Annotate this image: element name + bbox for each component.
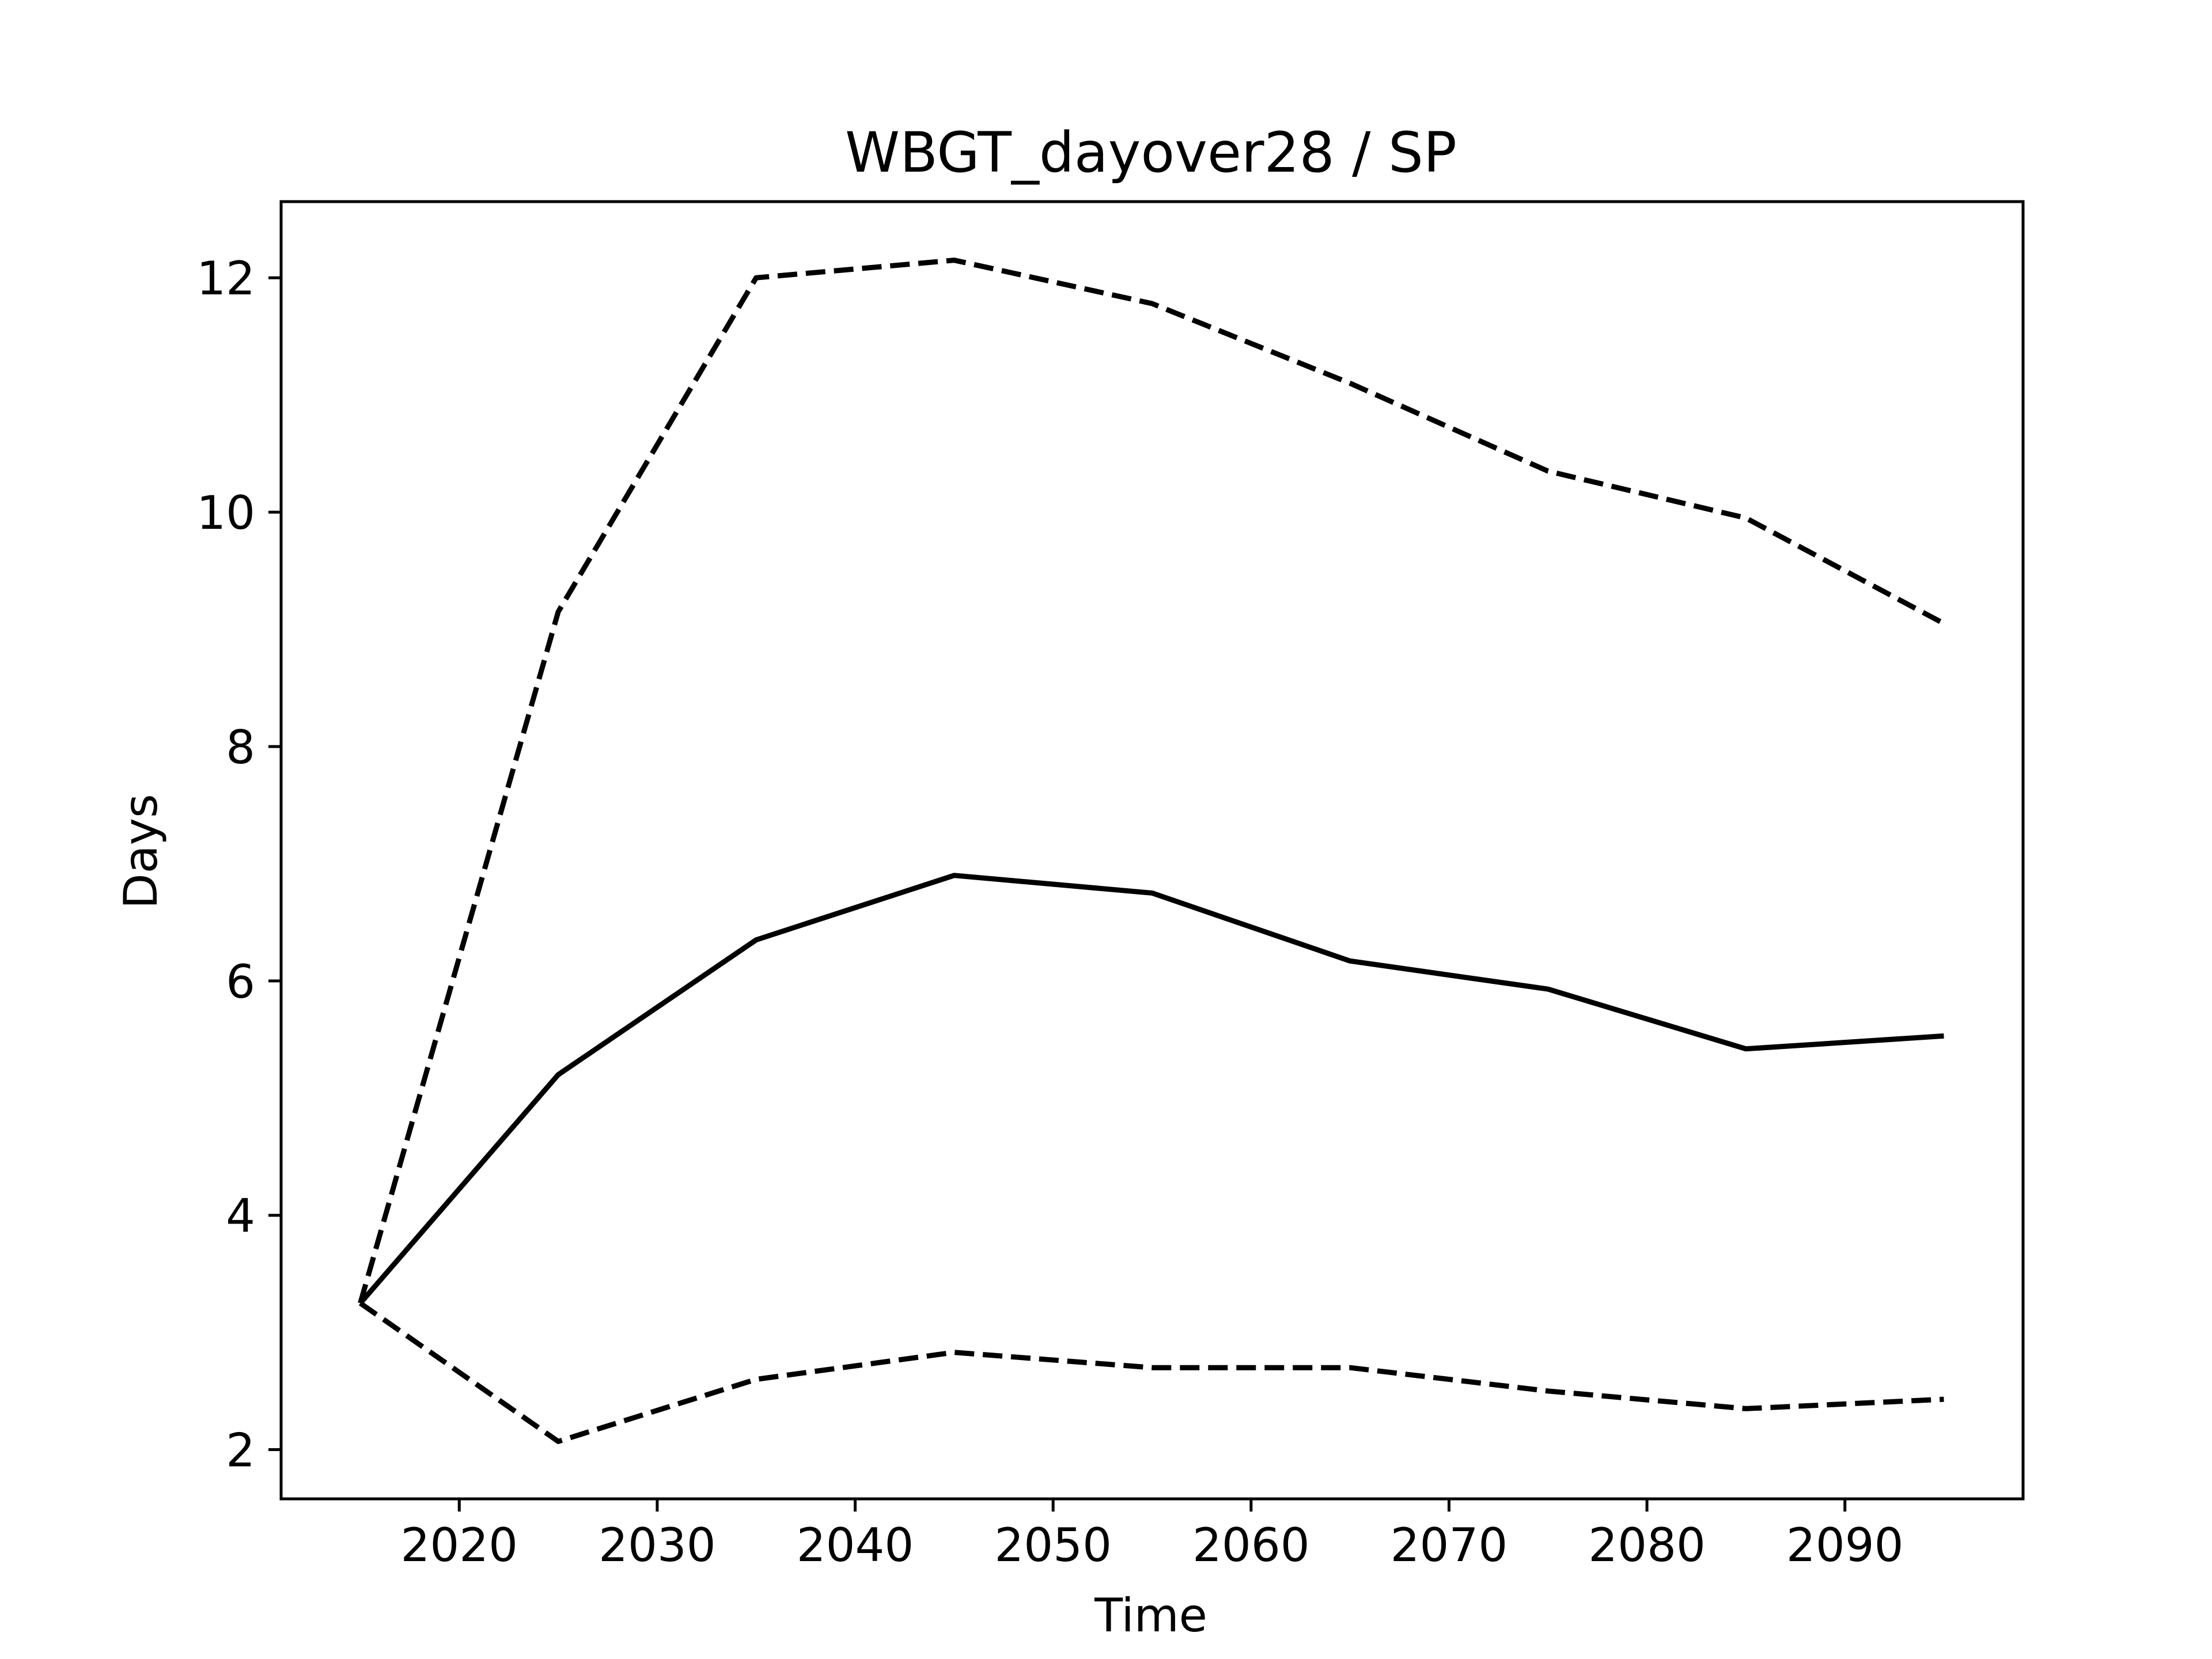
x-tick-label-2020: 2020 [400, 1518, 518, 1572]
x-axis: 2020 2030 2040 2050 2060 2070 2080 2090 [400, 1499, 1904, 1572]
y-axis: 2 4 6 8 10 12 [196, 252, 281, 1478]
y-tick-label-8: 8 [226, 721, 255, 774]
series-line-upper [358, 257, 1945, 1304]
x-tick-label-2080: 2080 [1588, 1518, 1706, 1572]
y-tick-label-12: 12 [196, 252, 255, 305]
x-tick-label-2070: 2070 [1391, 1518, 1508, 1572]
y-axis-label: Days [114, 794, 168, 909]
x-tick-label-2040: 2040 [797, 1518, 914, 1572]
x-tick-label-2060: 2060 [1192, 1518, 1310, 1572]
series-line-lower [358, 1301, 1944, 1444]
y-tick-label-4: 4 [226, 1190, 255, 1243]
x-tick-label-2050: 2050 [994, 1518, 1112, 1572]
x-tick-label-2090: 2090 [1786, 1518, 1904, 1572]
y-tick-label-10: 10 [196, 486, 255, 540]
y-tick-label-2: 2 [226, 1424, 255, 1478]
plot-frame [279, 200, 2025, 1501]
x-axis-label: Time [1094, 1589, 1207, 1642]
series-line-median [358, 873, 1944, 1305]
y-tick-label-6: 6 [226, 955, 255, 1009]
chart-title: WBGT_dayover28 / SP [845, 120, 1457, 185]
x-tick-label-2030: 2030 [599, 1518, 716, 1572]
series-layer [358, 257, 1945, 1444]
